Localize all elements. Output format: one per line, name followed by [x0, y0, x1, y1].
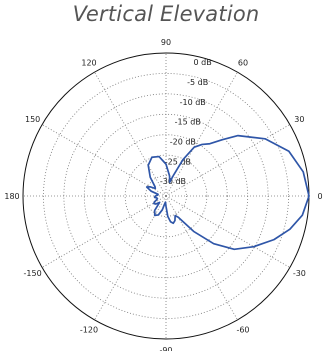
angle-label-2: 60 — [238, 59, 248, 68]
angle-label-10: -60 — [236, 325, 249, 334]
angle-label-8: -120 — [80, 325, 98, 334]
chart-title: Vertical Elevation — [72, 2, 260, 26]
grid-ring-4 — [104, 134, 228, 258]
angle-label-6: 180 — [4, 192, 19, 201]
polar-grid — [22, 52, 310, 340]
grid-spoke-5 — [41, 124, 167, 197]
angle-label-4: 120 — [81, 59, 96, 68]
radial-label-0: 0 dB — [193, 58, 211, 67]
angle-label-9: -90 — [159, 346, 172, 351]
angle-tick-labels: 0 30 60 90 120 150 180 -150 -120 -90 -60 -30 — [4, 38, 322, 351]
grid-ring-5 — [124, 154, 208, 238]
radial-label-5: -25 dB — [165, 157, 191, 166]
angle-label-0: 0 — [317, 192, 322, 201]
radiation-pattern-line — [145, 134, 310, 251]
grid-ring-1 — [43, 73, 289, 319]
grid-spoke-7 — [41, 195, 167, 268]
radial-label-2: -10 dB — [180, 98, 206, 107]
angle-label-1: 30 — [294, 115, 304, 124]
radial-tick-labels: 0 dB -5 dB -10 dB -15 dB -20 dB -25 dB -30 dB — [160, 58, 212, 186]
radial-label-6: -30 dB — [160, 177, 186, 186]
angle-label-3: 90 — [161, 38, 171, 47]
angle-label-5: 150 — [25, 115, 40, 124]
radial-label-3: -15 dB — [175, 118, 201, 127]
angle-label-7: -150 — [24, 269, 42, 278]
grid-spoke-4 — [94, 71, 167, 197]
angle-label-11: -30 — [293, 269, 306, 278]
grid-spoke-11 — [165, 195, 291, 268]
grid-ring-6 — [145, 175, 187, 217]
grid-spoke-10 — [165, 195, 238, 321]
radial-label-4: -20 dB — [170, 138, 196, 147]
radial-label-1: -5 dB — [187, 78, 208, 87]
